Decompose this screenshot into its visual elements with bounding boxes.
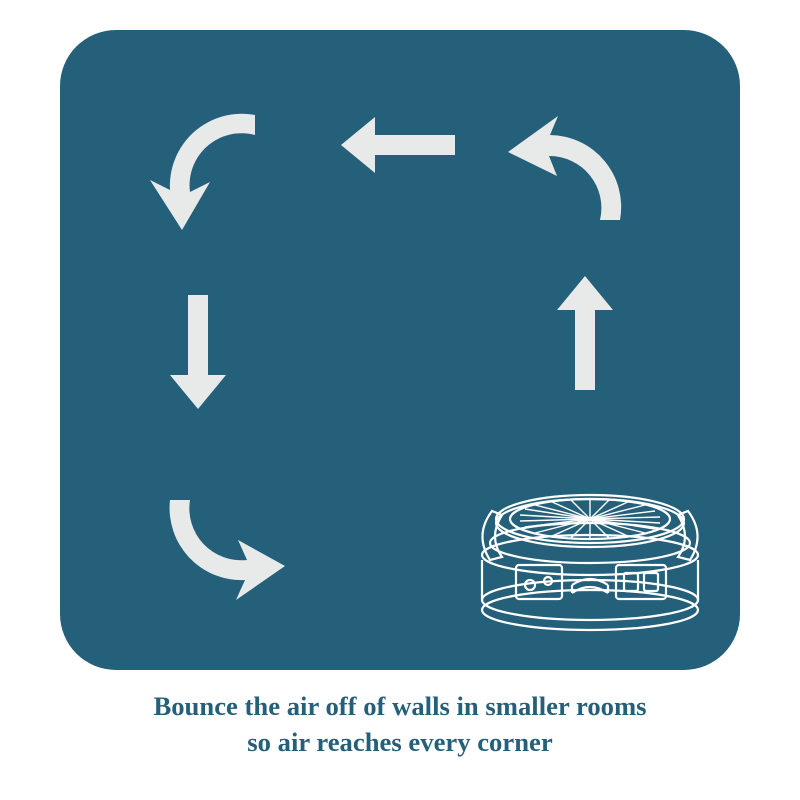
caption: Bounce the air off of walls in smaller r… [153, 688, 646, 760]
diagram-panel [60, 30, 740, 670]
left-down-arrow [170, 295, 226, 409]
fan-device-icon [482, 495, 698, 630]
right-up-arrow [557, 276, 613, 390]
top-left-curve-arrow [150, 114, 255, 230]
airflow-diagram [60, 30, 740, 670]
top-right-curve-arrow [508, 116, 621, 220]
caption-line2: so air reaches every corner [153, 724, 646, 760]
top-center-left-arrow [341, 117, 455, 173]
caption-line1: Bounce the air off of walls in smaller r… [153, 688, 646, 724]
bottom-left-curve-arrow [170, 500, 285, 600]
